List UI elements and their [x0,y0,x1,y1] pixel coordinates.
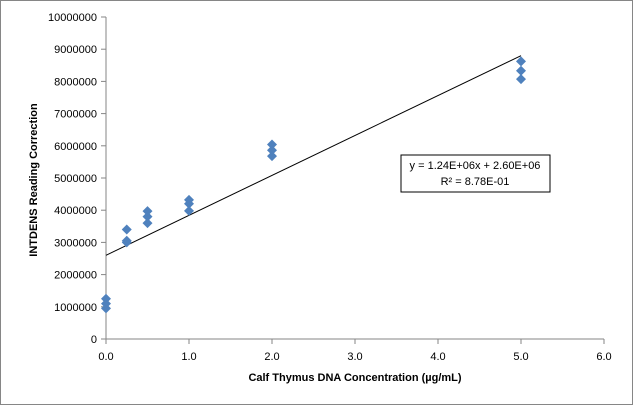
y-tick-label: 1000000 [54,302,97,314]
y-tick-label: 3000000 [54,237,97,249]
data-point [142,206,153,217]
y-tick-label: 10000000 [48,12,97,24]
data-point [516,56,526,67]
y-tick-label: 5000000 [54,173,97,185]
r-squared-label: R² = 8.78E-01 [441,176,510,188]
data-point [516,65,526,76]
data-point [142,218,153,229]
data-point [101,293,111,304]
data-point [267,151,277,162]
y-tick-label: 8000000 [54,76,97,88]
y-tick-label: 2000000 [54,270,97,282]
x-axis-title: Calf Thymus DNA Concentration (µg/mL) [248,372,461,384]
data-point [121,235,132,246]
trendline-equation-box: y = 1.24E+06x + 2.60E+06 R² = 8.78E-01 [400,154,551,193]
y-tick-label: 6000000 [54,141,97,153]
data-point [516,74,526,85]
trendline-group [105,55,522,256]
data-point [121,224,132,235]
trendline-equation: y = 1.24E+06x + 2.60E+06 [410,160,541,172]
y-tick-label: 9000000 [54,44,97,56]
data-point [142,211,153,222]
data-point [267,145,277,156]
x-tick-label: 6.0 [596,351,611,363]
data-point [267,139,277,150]
x-tick-label: 3.0 [347,351,362,363]
x-ticks-group: 0.0 1.0 2.0 3.0 4.0 5.0 6.0 [98,339,612,363]
y-axis-title: INTDENS Reading Correction [28,103,40,257]
y-ticks-group: 0 1000000 2000000 3000000 4000000 5000000 6000… [48,12,106,346]
x-tick-label: 5.0 [513,351,528,363]
x-tick-label: 2.0 [264,351,279,363]
y-tick-label: 7000000 [54,109,97,121]
data-point [184,205,194,216]
x-tick-label: 0.0 [98,351,113,363]
data-point [184,194,194,205]
y-tick-label: 4000000 [54,205,97,217]
data-points-group [101,56,526,314]
x-tick-label: 1.0 [181,351,196,363]
y-tick-label: 0 [91,334,97,346]
x-tick-label: 4.0 [430,351,445,363]
trendline [105,55,522,256]
